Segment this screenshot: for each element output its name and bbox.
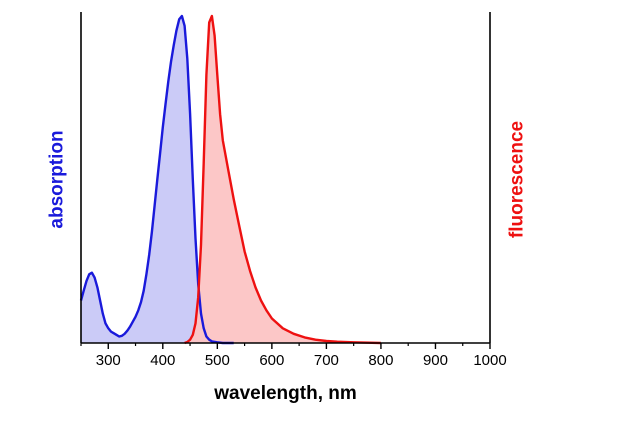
right-y-axis-title: fluorescence bbox=[507, 121, 528, 238]
x-axis-title: wavelength, nm bbox=[213, 383, 357, 404]
fluorescence-line bbox=[184, 14, 381, 345]
fluorescence-area bbox=[184, 16, 381, 343]
x-tick-label: 600 bbox=[259, 352, 284, 369]
x-tick-label: 1000 bbox=[473, 352, 506, 369]
x-tick-label: 700 bbox=[314, 352, 339, 369]
x-tick-label: 900 bbox=[423, 352, 448, 369]
x-tick-label: 500 bbox=[205, 352, 230, 369]
x-tick-label: 800 bbox=[368, 352, 393, 369]
series-layer bbox=[79, 14, 381, 345]
x-axis-ticks: 300 400 500 600 700 800 900 1000 bbox=[80, 343, 507, 369]
left-y-axis-title: absorption bbox=[47, 130, 68, 228]
x-tick-label: 400 bbox=[150, 352, 175, 369]
x-tick-label: 300 bbox=[96, 352, 121, 369]
